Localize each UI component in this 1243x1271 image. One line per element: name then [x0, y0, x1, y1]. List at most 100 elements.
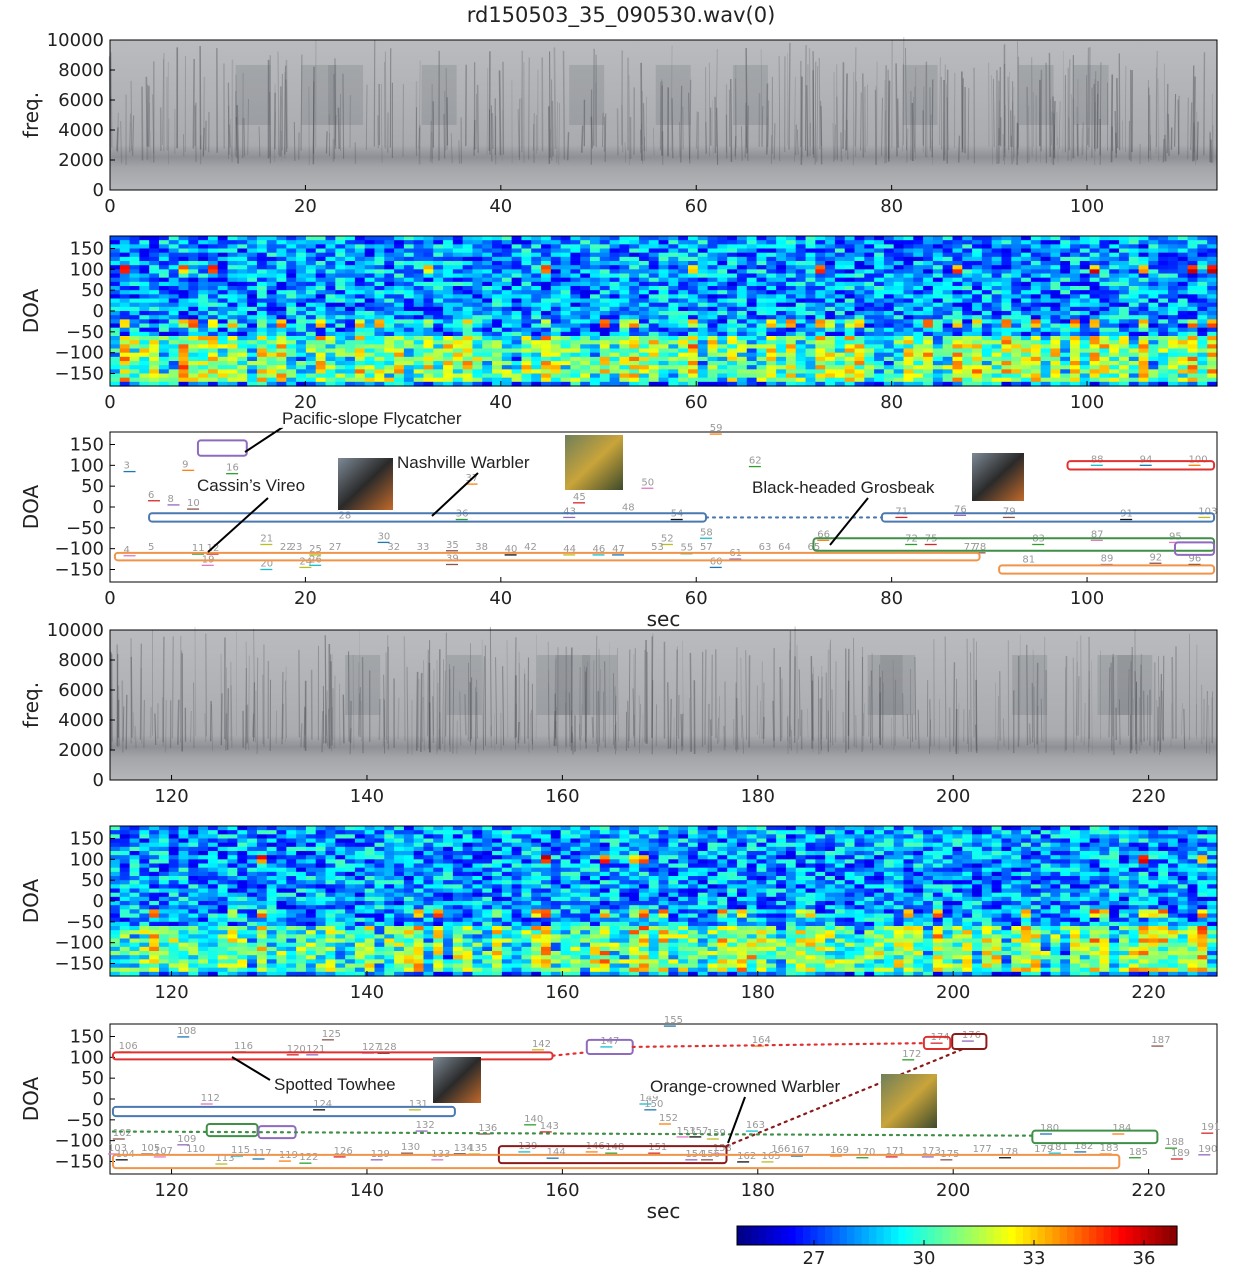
doa-cell: [139, 378, 149, 383]
doa-cell: [1050, 340, 1060, 345]
doa-cell: [130, 253, 140, 258]
doa-cell: [1080, 357, 1090, 362]
doa-cell: [717, 253, 727, 258]
doa-cell: [678, 303, 688, 308]
doa-cell: [874, 357, 884, 362]
doa-cell: [1060, 299, 1070, 304]
doa-cell: [894, 357, 904, 362]
doa-cell: [208, 290, 218, 295]
doa-cell: [874, 369, 884, 374]
doa-cell: [727, 344, 737, 349]
doa-cell: [1090, 257, 1100, 262]
doa-cell: [639, 253, 649, 258]
doa-cell: [188, 299, 198, 304]
doa-cell: [277, 319, 287, 324]
segment-label: 33: [417, 542, 430, 553]
doa-cell: [659, 299, 669, 304]
doa-cell: [933, 257, 943, 262]
doa-cell: [1158, 319, 1168, 324]
doa-cell: [316, 369, 326, 374]
doa-cell: [1197, 353, 1207, 358]
doa-cell: [962, 336, 972, 341]
doa-cell: [247, 332, 257, 337]
segment-label: 5: [148, 542, 154, 553]
doa-cell: [727, 274, 737, 279]
doa-cell: [659, 286, 669, 291]
doa-cell: [649, 282, 659, 287]
doa-cell: [384, 303, 394, 308]
doa-cell: [316, 274, 326, 279]
doa-cell: [159, 340, 169, 345]
doa-cell: [277, 236, 287, 241]
doa-cell: [365, 257, 375, 262]
doa-cell: [600, 328, 610, 333]
doa-cell: [962, 332, 972, 337]
doa-cell: [492, 336, 502, 341]
doa-cell: [904, 282, 914, 287]
doa-cell: [874, 236, 884, 241]
doa-cell: [326, 349, 336, 354]
doa-cell: [1021, 269, 1031, 274]
x-tick-label: 60: [685, 196, 708, 217]
doa-cell: [698, 374, 708, 379]
doa-cell: [423, 378, 433, 383]
doa-cell: [502, 253, 512, 258]
doa-cell: [208, 253, 218, 258]
doa-cell: [845, 286, 855, 291]
doa-cell: [855, 357, 865, 362]
doa-cell: [796, 374, 806, 379]
doa-cell: [237, 253, 247, 258]
doa-cell: [1090, 240, 1100, 245]
doa-cell: [228, 369, 238, 374]
doa-cell: [512, 311, 522, 316]
doa-cell: [296, 261, 306, 266]
doa-cell: [796, 274, 806, 279]
doa-cell: [120, 307, 130, 312]
doa-cell: [835, 332, 845, 337]
doa-cell: [443, 357, 453, 362]
doa-cell: [198, 244, 208, 249]
doa-cell: [796, 303, 806, 308]
doa-cell: [1021, 311, 1031, 316]
doa-cell: [277, 299, 287, 304]
spectrogram-texture: [228, 688, 229, 750]
doa-cell: [904, 340, 914, 345]
doa-cell: [179, 361, 189, 366]
doa-cell: [698, 240, 708, 245]
doa-cell: [855, 299, 865, 304]
doa-cell: [786, 282, 796, 287]
doa-cell: [815, 269, 825, 274]
doa-cell: [247, 307, 257, 312]
doa-cell: [913, 290, 923, 295]
doa-cell: [668, 240, 678, 245]
doa-cell: [433, 378, 443, 383]
doa-cell: [1139, 365, 1149, 370]
spectrogram-texture: [204, 77, 205, 154]
doa-cell: [296, 319, 306, 324]
doa-cell: [1207, 336, 1217, 341]
doa-cell: [502, 328, 512, 333]
doa-cell: [316, 249, 326, 254]
doa-cell: [394, 357, 404, 362]
doa-cell: [149, 282, 159, 287]
doa-cell: [228, 374, 238, 379]
doa-cell: [286, 344, 296, 349]
doa-cell: [561, 253, 571, 258]
doa-cell: [688, 365, 698, 370]
doa-cell: [188, 294, 198, 299]
doa-cell: [149, 336, 159, 341]
doa-cell: [1099, 244, 1109, 249]
doa-cell: [1178, 290, 1188, 295]
doa-cell: [1148, 244, 1158, 249]
doa-cell: [894, 253, 904, 258]
doa-cell: [384, 269, 394, 274]
doa-cell: [433, 303, 443, 308]
doa-cell: [806, 344, 816, 349]
doa-cell: [580, 357, 590, 362]
doa-cell: [708, 290, 718, 295]
doa-cell: [1021, 253, 1031, 258]
doa-cell: [649, 278, 659, 283]
doa-cell: [482, 290, 492, 295]
doa-cell: [1129, 336, 1139, 341]
doa-cell: [414, 307, 424, 312]
